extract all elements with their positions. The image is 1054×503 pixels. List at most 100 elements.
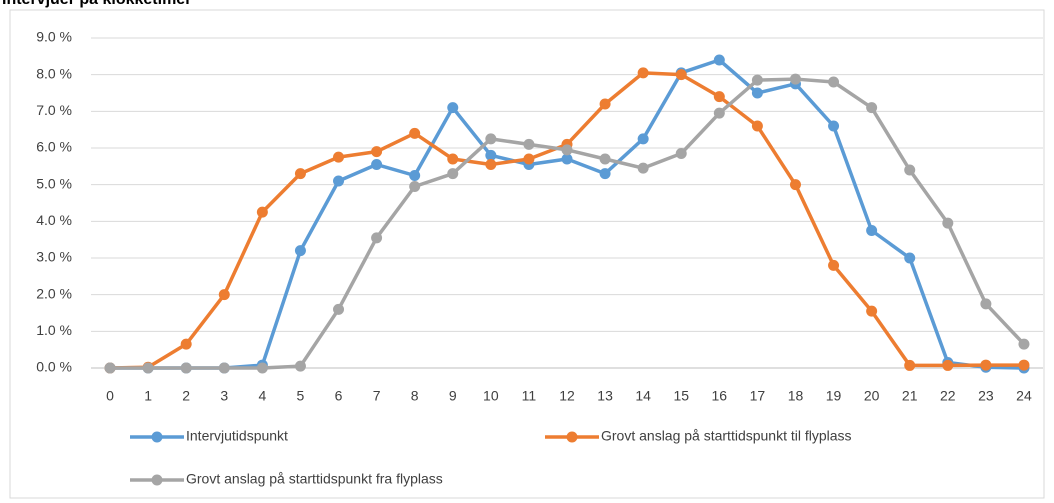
- data-point: [485, 159, 497, 170]
- data-point: [675, 69, 687, 81]
- data-point: [333, 175, 345, 187]
- data-point: [333, 151, 345, 163]
- x-tick-label: 22: [940, 388, 956, 404]
- data-point: [713, 107, 725, 119]
- data-point: [561, 153, 573, 165]
- x-tick-label: 0: [106, 388, 114, 404]
- x-tick-label: 7: [373, 388, 381, 404]
- data-point: [218, 289, 230, 301]
- data-point: [256, 362, 268, 374]
- data-point: [1018, 338, 1030, 350]
- data-point: [294, 360, 306, 372]
- x-tick-label: 16: [712, 388, 728, 404]
- data-point: [713, 54, 725, 66]
- data-point: [1018, 359, 1030, 371]
- y-tick-label: 4.0 %: [36, 212, 72, 228]
- legend-marker: [151, 431, 163, 443]
- data-point: [942, 217, 954, 229]
- data-point: [256, 206, 268, 218]
- data-point: [866, 305, 878, 317]
- x-tick-label: 8: [411, 388, 419, 404]
- data-point: [523, 138, 535, 150]
- x-tick-label: 5: [297, 388, 305, 404]
- chart-frame: [9, 9, 1045, 499]
- data-point: [904, 359, 916, 371]
- data-point: [485, 133, 497, 145]
- y-tick-label: 6.0 %: [36, 139, 72, 155]
- data-point: [675, 148, 687, 159]
- data-point: [447, 168, 459, 180]
- legend-marker: [566, 431, 578, 443]
- data-point: [409, 170, 421, 181]
- data-point: [828, 259, 840, 271]
- data-point: [218, 362, 230, 374]
- data-point: [637, 162, 649, 174]
- data-point: [637, 67, 649, 79]
- x-tick-label: 21: [902, 388, 918, 404]
- data-point: [561, 144, 573, 156]
- data-point: [828, 76, 840, 88]
- data-point: [180, 338, 192, 350]
- x-tick-label: 1: [144, 388, 152, 404]
- data-point: [789, 73, 801, 85]
- x-tick-label: 14: [635, 388, 651, 404]
- data-point: [409, 127, 421, 139]
- y-tick-label: 9.0 %: [36, 29, 72, 45]
- x-tick-label: 2: [182, 388, 190, 404]
- data-point: [294, 245, 306, 257]
- x-tick-label: 12: [559, 388, 575, 404]
- x-tick-label: 6: [335, 388, 343, 404]
- data-point: [371, 159, 383, 170]
- data-point: [409, 181, 421, 192]
- legend-label: Grovt anslag på starttidspunkt fra flypl…: [186, 471, 443, 487]
- x-tick-label: 11: [522, 388, 537, 404]
- x-tick-label: 9: [449, 388, 457, 404]
- y-tick-label: 8.0 %: [36, 65, 72, 81]
- data-point: [104, 362, 116, 374]
- x-tick-label: 17: [750, 388, 766, 404]
- data-point: [751, 120, 763, 132]
- x-tick-label: 15: [673, 388, 689, 404]
- data-point: [789, 179, 801, 191]
- data-point: [447, 153, 459, 165]
- series-line: [110, 71, 1024, 370]
- y-tick-label: 0.0 %: [36, 359, 72, 375]
- data-point: [599, 98, 611, 110]
- y-tick-label: 3.0 %: [36, 249, 72, 265]
- x-tick-label: 23: [978, 388, 994, 404]
- data-point: [371, 232, 383, 244]
- data-point: [523, 153, 535, 165]
- x-tick-label: 13: [597, 388, 613, 404]
- data-point: [599, 153, 611, 165]
- data-point: [637, 133, 649, 145]
- data-point: [333, 303, 345, 315]
- x-tick-label: 19: [826, 388, 842, 404]
- data-point: [713, 91, 725, 103]
- data-point: [904, 164, 916, 176]
- data-point: [980, 298, 992, 310]
- legend-marker: [151, 474, 163, 486]
- y-tick-label: 2.0 %: [36, 285, 72, 301]
- x-tick-label: 20: [864, 388, 880, 404]
- data-point: [180, 362, 192, 374]
- series-line: [110, 77, 1026, 370]
- x-tick-label: 18: [788, 388, 804, 404]
- legend-label: Grovt anslag på starttidspunkt til flypl…: [601, 428, 852, 444]
- series-line: [110, 58, 1024, 370]
- data-point: [751, 74, 763, 86]
- data-point: [980, 359, 992, 371]
- y-tick-label: 1.0 %: [36, 322, 72, 338]
- x-tick-label: 4: [258, 388, 266, 404]
- x-tick-label: 3: [220, 388, 228, 404]
- data-point: [866, 102, 878, 114]
- x-tick-label: 24: [1016, 388, 1032, 404]
- data-point: [828, 120, 840, 132]
- data-point: [142, 362, 154, 374]
- y-tick-label: 5.0 %: [36, 175, 72, 191]
- data-point: [447, 102, 459, 114]
- data-point: [599, 168, 611, 180]
- data-point: [904, 252, 916, 264]
- y-tick-label: 7.0 %: [36, 102, 72, 118]
- data-point: [294, 168, 306, 180]
